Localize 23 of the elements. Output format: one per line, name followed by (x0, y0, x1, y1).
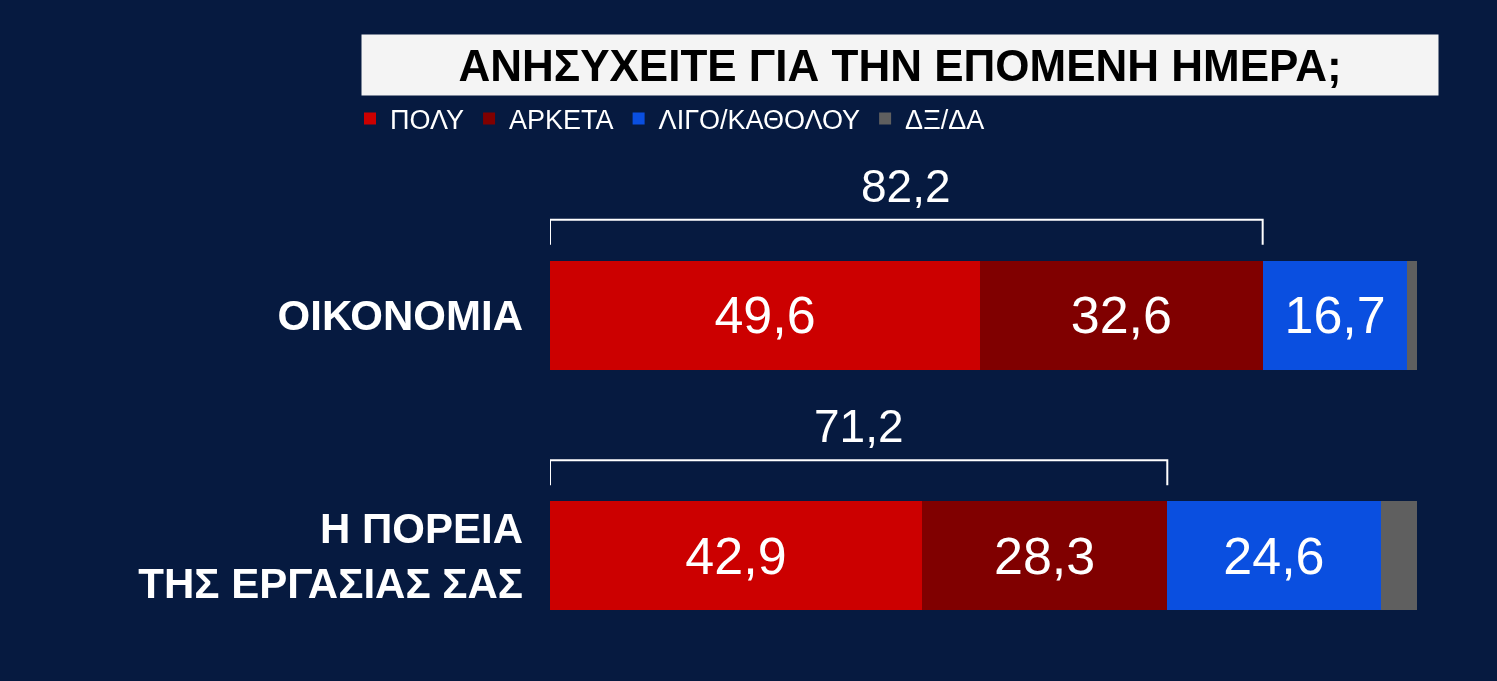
data-label: 49,6 (714, 286, 816, 345)
legend-label: ΠΟΛΥ (390, 105, 465, 136)
bar (1407, 260, 1417, 370)
legend-label: ΔΞ/ΔΑ (905, 105, 985, 136)
bar (550, 501, 922, 611)
y-tick-label: Η ΠΟΡΕΙΑ ΤΗΣ ΕΡΓΑΣΙΑΣ ΣΑΣ (138, 505, 523, 607)
bar (1262, 260, 1408, 370)
data-label: 32,6 (1070, 286, 1172, 345)
data-label: 24,6 (1223, 526, 1325, 585)
data-label: 28,3 (994, 526, 1096, 585)
bar (980, 260, 1263, 370)
bar (1167, 501, 1381, 611)
data-label: 16,7 (1284, 286, 1386, 345)
y-tick-label: ΟΙΚΟΝΟΜΙΑ (277, 291, 523, 339)
legend-label: ΑΡΚΕΤΑ (509, 105, 614, 136)
bar (921, 501, 1168, 611)
data-label: 42,9 (685, 526, 787, 585)
chart-title: ΑΝΗΣΥΧΕΙΤΕ ΓΙΑ ΤΗΝ ΕΠΟΜΕΝΗ ΗΜΕΡΑ; (458, 40, 1342, 90)
bar (550, 260, 981, 370)
annotation: 71,2 (814, 400, 904, 452)
bar (1380, 501, 1417, 611)
legend-label: ΛΙΓΟ/ΚΑΘΟΛΟΥ (658, 105, 861, 136)
annotation: 82,2 (861, 160, 951, 212)
